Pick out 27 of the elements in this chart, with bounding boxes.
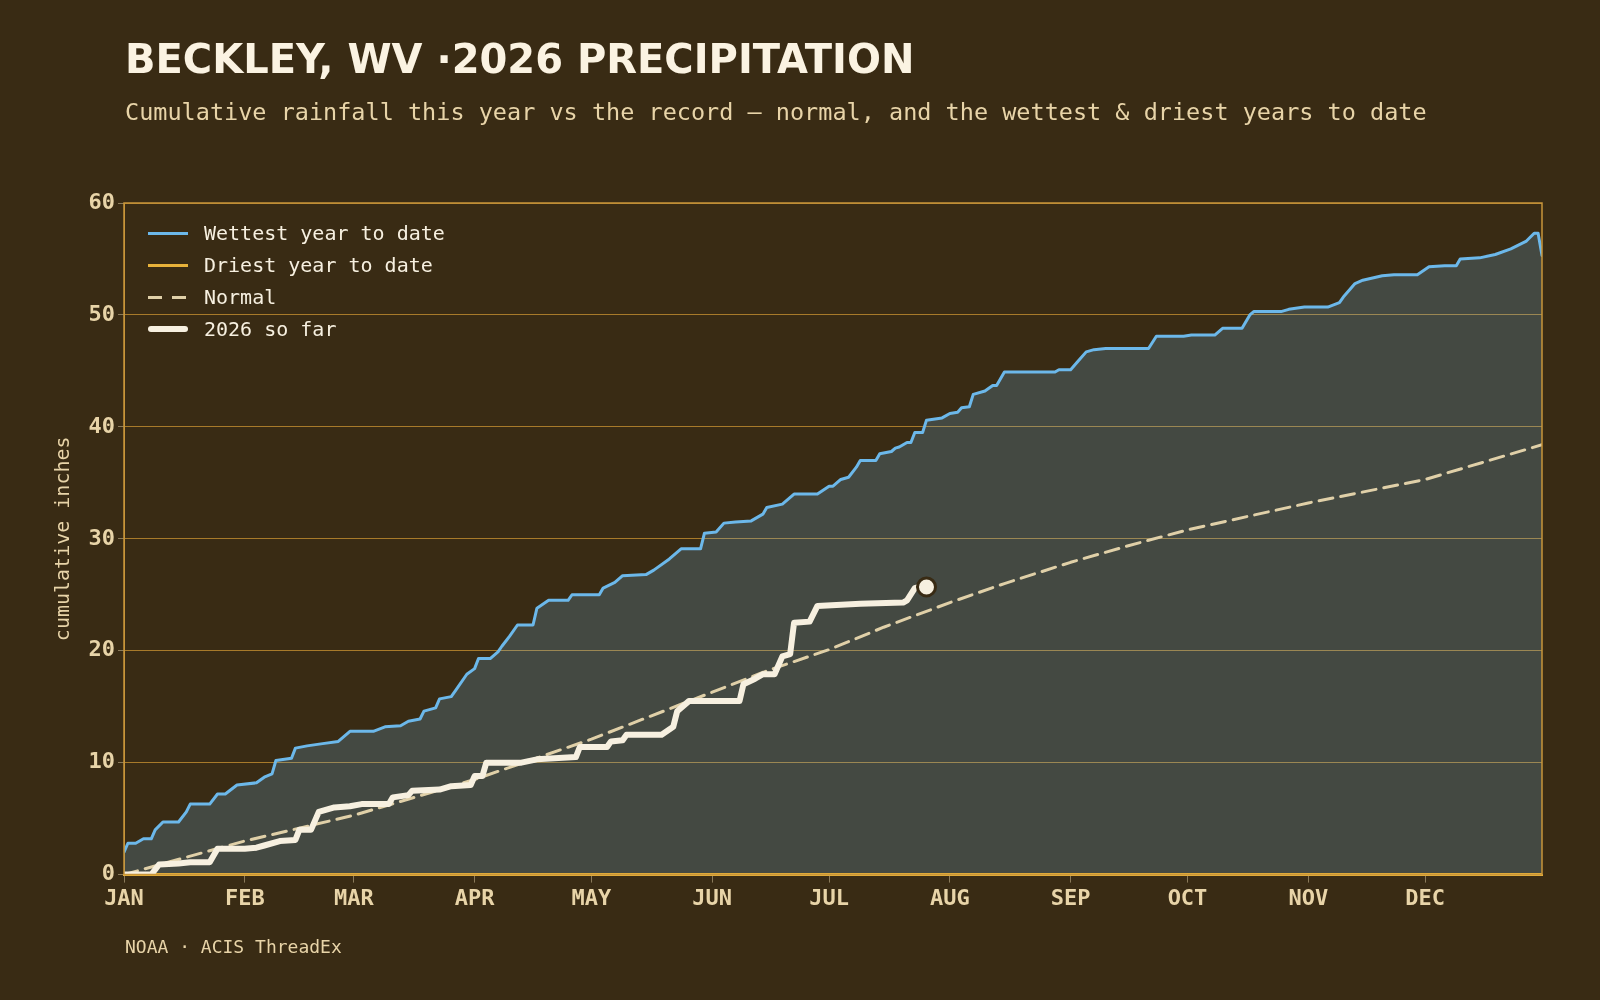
y-tick-label: 60 [88, 188, 115, 214]
y-tick-label: 20 [88, 636, 115, 662]
x-tick-label: JAN [104, 884, 144, 910]
chart-subtitle: Cumulative rainfall this year vs the record — normal, and the wettest & driest years to date [125, 98, 1427, 126]
x-tick-label: MAR [333, 884, 375, 910]
y-tick-label: 50 [88, 300, 115, 326]
x-tick-label: NOV [1288, 884, 1329, 910]
legend-label: Normal [204, 285, 277, 309]
y-axis-title: cumulative inches [50, 436, 75, 642]
y-tick-label: 30 [88, 524, 115, 550]
legend-label: 2026 so far [204, 317, 337, 341]
legend-label: Driest year to date [204, 253, 433, 277]
x-tick-label: APR [454, 884, 496, 910]
y-tick-label: 40 [88, 412, 115, 438]
x-tick-label: JUL [809, 884, 849, 910]
y-tick-label: 10 [88, 748, 115, 774]
x-tick-label: SEP [1050, 884, 1091, 910]
x-tick-label: MAY [571, 884, 613, 910]
x-tick-label: JUN [692, 884, 733, 910]
chart-title: BECKLEY, WV ·2026 PRECIPITATION [125, 36, 915, 82]
x-tick-label: FEB [224, 884, 265, 910]
x-tick-label: AUG [929, 884, 970, 910]
x-tick-label: OCT [1167, 884, 1208, 910]
legend-label: Wettest year to date [204, 221, 445, 245]
y-tick-label: 0 [101, 860, 115, 886]
text: NOAA · ACIS ThreadEx [125, 936, 342, 957]
x-tick-label: DEC [1405, 884, 1446, 910]
